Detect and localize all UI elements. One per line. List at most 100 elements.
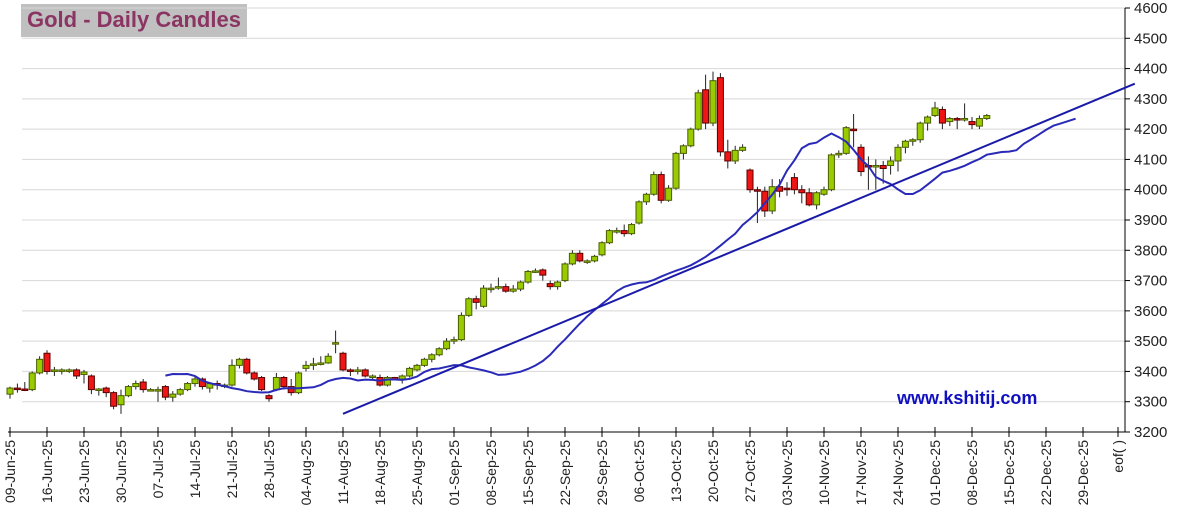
candle-body [694, 92, 702, 130]
candle-body [805, 192, 813, 206]
candle-body [753, 189, 761, 192]
candle-body [36, 358, 44, 374]
candle-body [872, 164, 880, 168]
candle-up [124, 385, 132, 398]
y-tick-label: 4200 [1134, 121, 1167, 138]
candle-body [931, 107, 939, 117]
candle-body [657, 174, 665, 201]
y-tick-label: 3600 [1134, 303, 1167, 320]
candle-body [420, 358, 428, 366]
candle-down [783, 182, 791, 196]
candle-body [650, 174, 658, 195]
candle-body [946, 118, 954, 123]
x-tick-label: 01-Sep-25 [446, 440, 462, 506]
candle-down [250, 371, 258, 381]
x-tick-label: 17-Nov-25 [853, 440, 869, 506]
candle-down [21, 382, 29, 392]
candle-body [191, 378, 199, 385]
candle-body [228, 364, 236, 386]
candle-up [909, 138, 917, 146]
candle-body [154, 389, 162, 392]
candle-down [198, 377, 206, 390]
candle-body [716, 77, 724, 153]
x-tick-label: 14-Jul-25 [187, 440, 203, 499]
candle-body [435, 348, 443, 356]
candle-body [354, 369, 362, 372]
x-tick-label: 11-Aug-25 [335, 440, 351, 505]
candle-body [731, 149, 739, 162]
candle-body [73, 369, 81, 377]
x-tick-label: 04-Aug-25 [298, 440, 314, 506]
candle-body [317, 362, 325, 365]
candle-down [539, 268, 547, 281]
x-tick-label: 06-Oct-25 [631, 440, 647, 502]
candle-down [110, 391, 118, 410]
candle-up [598, 241, 606, 257]
x-tick-label: 21-Jul-25 [224, 440, 240, 499]
candle-body [295, 372, 303, 394]
x-tick-label: 22-Dec-25 [1038, 440, 1054, 506]
candle-up [554, 280, 562, 290]
candle-down [968, 117, 976, 130]
candle-up [457, 312, 465, 342]
candle-down [73, 368, 81, 379]
candle-body [472, 298, 480, 303]
x-tick-label: 29-Sep-25 [594, 440, 610, 506]
candle-up [820, 186, 828, 196]
candle-down [798, 185, 806, 204]
candle-up [975, 115, 983, 130]
candle-body [324, 355, 332, 364]
candle-up [924, 115, 932, 131]
x-tick-label: 15-Dec-25 [1001, 440, 1017, 506]
candle-up [887, 156, 895, 175]
x-tick-label: 09-Jun-25 [2, 440, 18, 503]
candle-body [457, 314, 465, 341]
candle-up [739, 144, 747, 152]
gridlines [22, 7, 1125, 403]
candle-up [901, 139, 909, 154]
candle-up [235, 357, 243, 369]
candle-up [369, 374, 377, 379]
candle-body [635, 201, 643, 224]
x-tick-label: 03-Nov-25 [779, 440, 795, 506]
candle-up [465, 297, 473, 317]
y-tick-label: 3700 [1134, 273, 1167, 290]
candle-down [265, 394, 273, 402]
candle-body [813, 192, 821, 206]
candle-body [243, 358, 251, 374]
candle-body [827, 154, 835, 191]
candle-up [961, 103, 969, 122]
candle-body [531, 270, 539, 273]
candle-body [879, 164, 887, 170]
y-tick-label: 3200 [1134, 424, 1167, 441]
candle-down [576, 250, 584, 263]
candle-body [894, 146, 902, 162]
candle-body [628, 224, 636, 235]
candle-body [924, 116, 932, 124]
candle-body [798, 189, 806, 194]
candle-body [280, 376, 288, 388]
candle-up [228, 359, 236, 387]
candle-body [287, 386, 295, 394]
candle-body [850, 128, 858, 132]
candle-body [642, 193, 650, 203]
y-tick-label: 4000 [1134, 182, 1167, 199]
candle-up [568, 250, 576, 266]
candle-body [65, 369, 73, 372]
candle-body [702, 89, 710, 124]
candle-down [43, 350, 51, 375]
candle-body [13, 387, 21, 391]
candle-up [827, 153, 835, 192]
candle-down [139, 379, 147, 393]
candle-up [835, 150, 843, 158]
candle-body [339, 352, 347, 371]
candle-up [872, 159, 880, 190]
candle-up [428, 353, 436, 363]
candle-up [132, 380, 140, 390]
y-tick-label: 3300 [1134, 394, 1167, 411]
candle-up [147, 388, 155, 392]
candle-body [968, 121, 976, 126]
candle-up [605, 229, 613, 245]
x-tick-label: 28-Jul-25 [261, 440, 277, 499]
